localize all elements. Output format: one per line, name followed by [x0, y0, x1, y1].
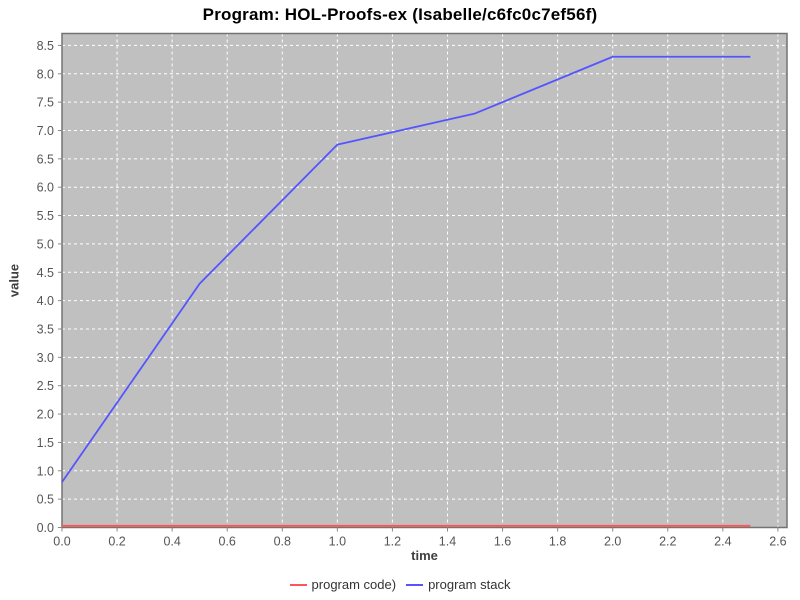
legend-swatch [406, 583, 424, 586]
x-tick-label: 2.6 [769, 535, 786, 549]
x-tick-label: 0.2 [108, 535, 125, 549]
y-tick-label: 8.5 [37, 39, 54, 53]
legend-label: program stack [428, 577, 511, 592]
y-tick-label: 8.0 [37, 67, 54, 81]
chart-title: Program: HOL-Proofs-ex (Isabelle/c6fc0c7… [202, 5, 598, 24]
y-tick-label: 3.0 [37, 351, 54, 365]
x-tick-label: 1.8 [549, 535, 566, 549]
x-tick-label: 1.4 [439, 535, 456, 549]
x-tick-label: 2.0 [604, 535, 621, 549]
y-tick-label: 1.0 [37, 464, 54, 478]
x-tick-label: 2.4 [714, 535, 731, 549]
plot-border [61, 32, 788, 529]
series-line-program-stack [61, 55, 751, 483]
y-tick-label: 4.5 [37, 266, 54, 280]
y-tick-label: 0.0 [37, 521, 54, 535]
y-tick-label: 5.5 [37, 209, 54, 223]
x-tick-label: 1.2 [384, 535, 401, 549]
x-tick-label: 0.8 [274, 535, 291, 549]
legend: program code) program stack [0, 577, 800, 592]
x-tick-label: 0.0 [53, 535, 70, 549]
x-tick-label: 2.2 [659, 535, 676, 549]
y-tick-label: 6.0 [37, 181, 54, 195]
y-tick-label: 5.0 [37, 237, 54, 251]
y-tick-label: 2.5 [37, 379, 54, 393]
x-axis-label: time [411, 548, 438, 563]
y-tick-label: 1.5 [37, 436, 54, 450]
x-tick-label: 0.4 [163, 535, 180, 549]
y-tick-label: 4.0 [37, 294, 54, 308]
x-tick-label: 1.6 [494, 535, 511, 549]
y-axis-label: value [6, 263, 22, 298]
legend-swatch [289, 583, 307, 586]
y-tick-label: 6.5 [37, 152, 54, 166]
x-tick-label: 0.6 [219, 535, 236, 549]
y-tick-label: 7.0 [37, 124, 54, 138]
legend-label: program code) [311, 577, 397, 592]
y-tick-label: 2.0 [37, 408, 54, 422]
y-tick-label: 7.5 [37, 96, 54, 110]
legend-item: program code) [289, 577, 397, 592]
y-tick-label: 3.5 [37, 322, 54, 336]
legend-item: program stack [406, 577, 510, 592]
x-tick-label: 1.0 [329, 535, 346, 549]
y-tick-label: 0.5 [37, 493, 54, 507]
plot-background [62, 33, 787, 528]
